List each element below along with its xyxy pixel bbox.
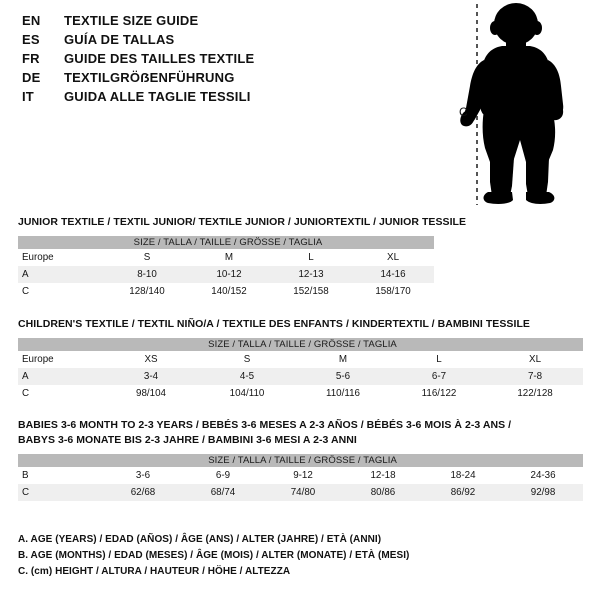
children-row-c-cell-2: 110/116 xyxy=(295,385,391,402)
junior-row-europe-cell-2: L xyxy=(270,249,352,266)
language-title-en: TEXTILE SIZE GUIDE xyxy=(64,13,199,28)
toddler-silhouette-icon xyxy=(460,3,564,205)
babies-row-b-cell-2: 9-12 xyxy=(263,467,343,484)
legend-row-a: A. AGE (YEARS) / EDAD (AÑOS) / ÂGE (ANS)… xyxy=(18,534,382,545)
children-row-a-cell-1: 4-5 xyxy=(199,368,295,385)
language-code-de: DE xyxy=(22,70,41,85)
junior-row-c: C 128/140 140/152 152/158 158/170 xyxy=(18,283,435,300)
junior-row-c-cell-2: 152/158 xyxy=(270,283,352,300)
babies-band-label: SIZE / TALLA / TAILLE / GRÖSSE / TAGLIA xyxy=(18,454,584,467)
children-size-table: SIZE / TALLA / TAILLE / GRÖSSE / TAGLIA … xyxy=(18,338,584,402)
junior-row-c-label: C xyxy=(18,283,106,300)
junior-row-a-cell-1: 10-12 xyxy=(188,266,270,283)
children-row-europe-cell-1: S xyxy=(199,351,295,368)
language-code-en: EN xyxy=(22,13,41,28)
section-babies-textile: BABIES 3-6 MONTH TO 2-3 YEARS / BEBÉS 3-… xyxy=(18,418,584,501)
junior-row-europe-cell-0: S xyxy=(106,249,188,266)
babies-row-c-cell-1: 68/74 xyxy=(183,484,263,501)
children-row-europe-cell-3: L xyxy=(391,351,487,368)
legend-row-c: C. (cm) HEIGHT / ALTURA / HAUTEUR / HÖHE… xyxy=(18,566,291,577)
junior-row-c-cell-0: 128/140 xyxy=(106,283,188,300)
babies-row-c-cell-0: 62/68 xyxy=(103,484,183,501)
junior-row-a-cell-3: 14-16 xyxy=(352,266,435,283)
children-row-a-cell-4: 7-8 xyxy=(487,368,584,385)
children-row-europe-cell-2: M xyxy=(295,351,391,368)
measurement-figure: C xyxy=(440,0,600,208)
language-row-es: ES GUÍA DE TALLAS xyxy=(22,30,422,49)
language-title-fr: GUIDE DES TAILLES TEXTILE xyxy=(64,51,255,66)
toddler-body-shape xyxy=(460,3,564,204)
babies-row-c-cell-2: 74/80 xyxy=(263,484,343,501)
babies-row-c-cell-3: 80/86 xyxy=(343,484,423,501)
babies-row-c-label: C xyxy=(18,484,103,501)
babies-section-title-line2: BABYS 3-6 MONATE BIS 2-3 JAHRE / BAMBINI… xyxy=(18,434,357,446)
children-row-europe-cell-0: XS xyxy=(103,351,199,368)
junior-size-table: SIZE / TALLA / TAILLE / GRÖSSE / TAGLIA … xyxy=(18,236,435,300)
junior-row-a-label: A xyxy=(18,266,106,283)
language-title-es: GUÍA DE TALLAS xyxy=(64,32,175,47)
language-title-it: GUIDA ALLE TAGLIE TESSILI xyxy=(64,89,251,104)
language-code-fr: FR xyxy=(22,51,40,66)
junior-row-a: A 8-10 10-12 12-13 14-16 xyxy=(18,266,435,283)
children-table-band-row: SIZE / TALLA / TAILLE / GRÖSSE / TAGLIA xyxy=(18,338,584,351)
legend-block: A. AGE (YEARS) / EDAD (AÑOS) / ÂGE (ANS)… xyxy=(18,532,578,580)
children-row-c-cell-3: 116/122 xyxy=(391,385,487,402)
language-row-fr: FR GUIDE DES TAILLES TEXTILE xyxy=(22,49,422,68)
children-row-europe-cell-4: XL xyxy=(487,351,584,368)
figure-dimension-label-c: C xyxy=(459,105,468,119)
babies-row-b-cell-5: 24-36 xyxy=(503,467,584,484)
children-row-a: A 3-4 4-5 5-6 6-7 7-8 xyxy=(18,368,584,385)
babies-row-b: B 3-6 6-9 9-12 12-18 18-24 24-36 xyxy=(18,467,584,484)
children-row-a-cell-2: 5-6 xyxy=(295,368,391,385)
children-row-a-cell-3: 6-7 xyxy=(391,368,487,385)
legend-row-b: B. AGE (MONTHS) / EDAD (MESES) / ÂGE (MO… xyxy=(18,550,410,561)
children-row-c-cell-4: 122/128 xyxy=(487,385,584,402)
children-row-a-label: A xyxy=(18,368,103,385)
language-code-it: IT xyxy=(22,89,34,104)
junior-row-europe: Europe S M L XL xyxy=(18,249,435,266)
children-band-label: SIZE / TALLA / TAILLE / GRÖSSE / TAGLIA xyxy=(18,338,584,351)
children-row-europe-label: Europe xyxy=(18,351,103,368)
language-row-en: EN TEXTILE SIZE GUIDE xyxy=(22,11,422,30)
children-row-a-cell-0: 3-4 xyxy=(103,368,199,385)
junior-row-a-cell-2: 12-13 xyxy=(270,266,352,283)
language-code-es: ES xyxy=(22,32,40,47)
babies-row-b-cell-4: 18-24 xyxy=(423,467,503,484)
language-title-de: TEXTILGRÖẞENFÜHRUNG xyxy=(64,70,235,85)
junior-row-c-cell-3: 158/170 xyxy=(352,283,435,300)
babies-row-c-cell-5: 92/98 xyxy=(503,484,584,501)
junior-row-c-cell-1: 140/152 xyxy=(188,283,270,300)
junior-row-europe-label: Europe xyxy=(18,249,106,266)
section-junior-textile: JUNIOR TEXTILE / TEXTIL JUNIOR/ TEXTILE … xyxy=(18,215,466,300)
section-childrens-textile: CHILDREN'S TEXTILE / TEXTIL NIÑO/A / TEX… xyxy=(18,317,584,402)
junior-band-label: SIZE / TALLA / TAILLE / GRÖSSE / TAGLIA xyxy=(18,236,435,249)
junior-table-band-row: SIZE / TALLA / TAILLE / GRÖSSE / TAGLIA xyxy=(18,236,435,249)
junior-section-title: JUNIOR TEXTILE / TEXTIL JUNIOR/ TEXTILE … xyxy=(18,216,467,228)
babies-row-b-cell-0: 3-6 xyxy=(103,467,183,484)
babies-row-b-cell-3: 12-18 xyxy=(343,467,423,484)
babies-row-c: C 62/68 68/74 74/80 80/86 86/92 92/98 xyxy=(18,484,584,501)
junior-row-europe-cell-3: XL xyxy=(352,249,435,266)
babies-row-c-cell-4: 86/92 xyxy=(423,484,503,501)
babies-row-b-cell-1: 6-9 xyxy=(183,467,263,484)
language-row-it: IT GUIDA ALLE TAGLIE TESSILI xyxy=(22,87,422,106)
babies-table-band-row: SIZE / TALLA / TAILLE / GRÖSSE / TAGLIA xyxy=(18,454,584,467)
babies-size-table: SIZE / TALLA / TAILLE / GRÖSSE / TAGLIA … xyxy=(18,454,584,501)
babies-section-title-line1: BABIES 3-6 MONTH TO 2-3 YEARS / BEBÉS 3-… xyxy=(18,419,512,431)
children-row-c-label: C xyxy=(18,385,103,402)
children-row-c: C 98/104 104/110 110/116 116/122 122/128 xyxy=(18,385,584,402)
language-row-de: DE TEXTILGRÖẞENFÜHRUNG xyxy=(22,68,422,87)
children-row-c-cell-0: 98/104 xyxy=(103,385,199,402)
language-header-block: EN TEXTILE SIZE GUIDE ES GUÍA DE TALLAS … xyxy=(22,11,422,106)
junior-row-europe-cell-1: M xyxy=(188,249,270,266)
children-row-c-cell-1: 104/110 xyxy=(199,385,295,402)
children-section-title: CHILDREN'S TEXTILE / TEXTIL NIÑO/A / TEX… xyxy=(18,318,530,330)
children-row-europe: Europe XS S M L XL xyxy=(18,351,584,368)
junior-row-a-cell-0: 8-10 xyxy=(106,266,188,283)
babies-row-b-label: B xyxy=(18,467,103,484)
